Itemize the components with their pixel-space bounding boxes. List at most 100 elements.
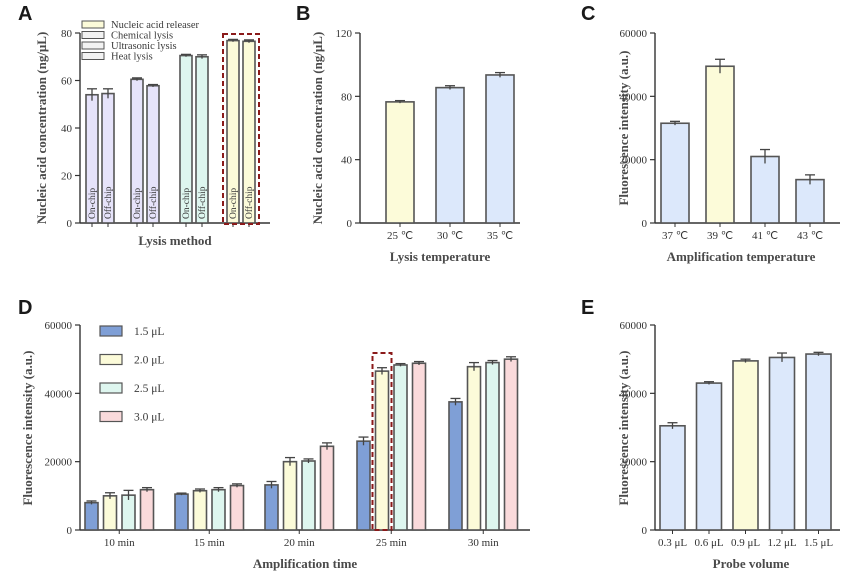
x-tick-label: 25 min xyxy=(376,537,407,549)
y-tick-label: 80 xyxy=(341,91,353,103)
x-tick-label: 43 ℃ xyxy=(797,230,823,242)
panel-label: E xyxy=(581,297,594,319)
x-tick-label: 0.9 μL xyxy=(731,537,760,549)
y-tick-label: 40 xyxy=(61,123,73,135)
y-axis-title: Fluorescence intensity (a.u.) xyxy=(616,50,631,205)
bar-label: Off-chip xyxy=(197,186,208,219)
y-tick-label: 40000 xyxy=(45,388,73,400)
bar xyxy=(732,360,759,531)
y-tick-label: 60 xyxy=(61,76,73,88)
legend-label: 2.0 μL xyxy=(134,355,164,367)
bar xyxy=(385,101,415,224)
panel-label: D xyxy=(18,297,32,319)
panel-e: 0 20000 40000 60000 E Probe volume Fluorescenc… xyxy=(581,297,840,571)
highlight-box xyxy=(222,33,260,225)
legend-label: Chemical lysis xyxy=(111,31,173,42)
x-axis-title: Probe volume xyxy=(713,556,790,571)
bar xyxy=(102,495,118,531)
x-axis-title: Lysis method xyxy=(138,233,212,248)
legend-swatch xyxy=(99,325,123,337)
bar xyxy=(84,501,99,531)
panel-c: 0 20000 40000 60000 C Amplification temperatu… xyxy=(581,3,840,264)
bar xyxy=(448,401,463,531)
x-tick-label: 15 min xyxy=(194,537,225,549)
bar-label: Off-chip xyxy=(148,186,159,219)
bar-label: On-chip xyxy=(182,188,192,219)
bar xyxy=(435,86,465,224)
x-tick-label: 1.2 μL xyxy=(767,537,796,549)
bar xyxy=(229,484,245,531)
panel-label: C xyxy=(581,3,595,25)
y-tick-label: 20000 xyxy=(620,155,648,167)
y-tick-label: 0 xyxy=(642,218,648,230)
bar xyxy=(660,122,690,224)
bar-label: On-chip xyxy=(229,188,239,219)
bar-label: On-chip xyxy=(88,188,98,219)
legend-swatch xyxy=(99,353,123,366)
bar xyxy=(393,364,408,531)
bar-label: On-chip xyxy=(133,188,143,219)
bar xyxy=(795,178,825,224)
y-tick-label: 60000 xyxy=(620,28,648,40)
bar xyxy=(485,361,500,531)
x-tick-label: 35 ℃ xyxy=(487,230,513,242)
bar xyxy=(750,155,780,224)
y-axis-title: Fluorescence intensity (a.u.) xyxy=(20,350,35,505)
x-axis-title: Amplification temperature xyxy=(667,249,816,264)
bar xyxy=(211,488,226,531)
x-tick-label: 25 ℃ xyxy=(387,230,413,242)
legend-label: 2.5 μL xyxy=(134,383,164,395)
panel-label: B xyxy=(296,3,310,25)
y-tick-label: 40 xyxy=(341,155,353,167)
bar xyxy=(264,484,279,531)
y-tick-label: 20000 xyxy=(620,457,648,469)
panel-b: 0 40 80 120 B Lysis temperature Nucleic acid c… xyxy=(296,3,520,264)
x-tick-label: 30 ℃ xyxy=(437,230,463,242)
bar xyxy=(695,382,723,531)
y-axis-title: Nucleic acid concentration (ng/μL) xyxy=(310,32,325,225)
y-tick-label: 20 xyxy=(61,171,73,183)
bar xyxy=(356,440,371,531)
bar xyxy=(282,460,298,531)
legend-label: Heat lysis xyxy=(111,52,153,63)
x-tick-label: 20 min xyxy=(284,537,315,549)
y-tick-label: 60000 xyxy=(45,320,73,332)
bar xyxy=(768,356,796,531)
y-tick-label: 60000 xyxy=(620,320,648,332)
x-tick-label: 41 ℃ xyxy=(752,230,778,242)
legend-swatch xyxy=(99,410,123,423)
x-tick-label: 0.6 μL xyxy=(694,537,723,549)
y-tick-label: 0 xyxy=(67,218,73,230)
bar xyxy=(411,362,427,531)
y-tick-label: 40000 xyxy=(620,388,648,400)
x-tick-label: 1.5 μL xyxy=(804,537,833,549)
y-tick-label: 0 xyxy=(67,525,73,537)
bar xyxy=(705,65,735,224)
legend-swatch xyxy=(81,31,105,39)
bar xyxy=(374,370,390,531)
legend-label: 3.0 μL xyxy=(134,412,164,424)
bar xyxy=(466,365,482,531)
bar xyxy=(319,445,335,531)
x-axis-title: Amplification time xyxy=(253,556,358,571)
x-tick-label: 0.3 μL xyxy=(658,537,687,549)
bar-label: Off-chip xyxy=(244,186,255,219)
x-tick-label: 30 min xyxy=(468,537,499,549)
bar xyxy=(121,494,136,531)
bar xyxy=(659,424,686,531)
bar xyxy=(503,358,519,531)
y-axis-title: Nucleic acid concentration (ng/μL) xyxy=(34,32,49,225)
bar xyxy=(485,74,515,224)
y-tick-label: 120 xyxy=(336,28,353,40)
legend-swatch xyxy=(81,20,105,29)
y-tick-label: 0 xyxy=(642,525,648,537)
x-tick-label: 37 ℃ xyxy=(662,230,688,242)
legend-swatch xyxy=(81,41,105,50)
bar xyxy=(805,353,832,531)
bar xyxy=(174,493,189,531)
x-axis-title: Lysis temperature xyxy=(390,249,491,264)
panel-d: 0 20000 40000 60000 D Amplification time Fluor… xyxy=(18,297,530,571)
y-axis-title: Fluorescence intensity (a.u.) xyxy=(616,350,631,505)
legend-swatch xyxy=(81,52,105,60)
